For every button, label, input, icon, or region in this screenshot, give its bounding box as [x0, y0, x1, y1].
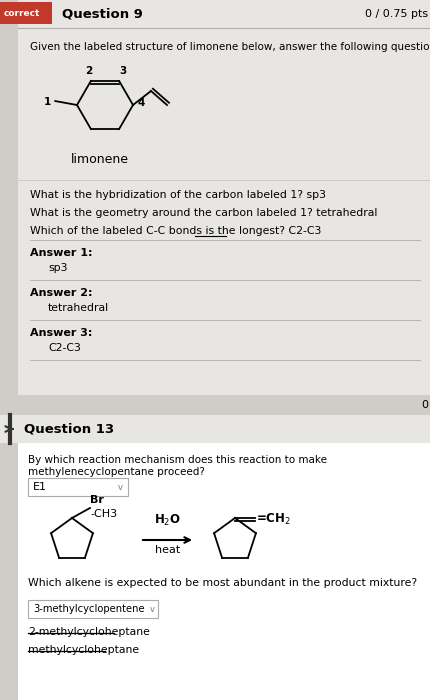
Text: 4: 4 — [138, 98, 145, 108]
Text: 1: 1 — [44, 97, 51, 107]
FancyBboxPatch shape — [0, 2, 52, 24]
Text: v: v — [149, 605, 154, 613]
Text: Which alkene is expected to be most abundant in the product mixture?: Which alkene is expected to be most abun… — [28, 578, 416, 588]
Text: Question 9: Question 9 — [62, 8, 142, 20]
FancyBboxPatch shape — [0, 415, 430, 443]
Text: 0: 0 — [420, 400, 427, 410]
Text: H$_2$O: H$_2$O — [154, 513, 181, 528]
Text: 3-methylcyclopentene: 3-methylcyclopentene — [33, 604, 144, 614]
Text: What is the geometry around the carbon labeled 1? tetrahedral: What is the geometry around the carbon l… — [30, 208, 377, 218]
Text: E1: E1 — [33, 482, 47, 492]
Text: 3: 3 — [119, 66, 126, 76]
Text: sp3: sp3 — [48, 263, 68, 273]
Text: limonene: limonene — [71, 153, 129, 166]
Text: 2: 2 — [85, 66, 92, 76]
Text: What is the hybridization of the carbon labeled 1? sp3: What is the hybridization of the carbon … — [30, 190, 325, 200]
FancyBboxPatch shape — [18, 443, 430, 700]
Text: C2-C3: C2-C3 — [48, 343, 81, 353]
Text: Answer 3:: Answer 3: — [30, 328, 92, 338]
FancyBboxPatch shape — [28, 478, 128, 496]
Text: 2-methylcycloheptane: 2-methylcycloheptane — [28, 627, 150, 637]
Text: v: v — [117, 482, 122, 491]
Text: Answer 2:: Answer 2: — [30, 288, 92, 298]
Text: =CH$_2$: =CH$_2$ — [255, 512, 290, 527]
Text: tetrahedral: tetrahedral — [48, 303, 109, 313]
Text: Which of the labeled C-C bonds is the longest? C2-C3: Which of the labeled C-C bonds is the lo… — [30, 226, 321, 236]
FancyBboxPatch shape — [28, 600, 158, 618]
Text: Question 13: Question 13 — [24, 423, 114, 435]
Text: correct: correct — [4, 8, 40, 18]
Text: methylcycloheptane: methylcycloheptane — [28, 645, 139, 655]
Text: -CH3: -CH3 — [90, 509, 117, 519]
FancyBboxPatch shape — [18, 0, 430, 28]
Text: By which reaction mechanism does this reaction to make methylenecyclopentane pro: By which reaction mechanism does this re… — [28, 455, 326, 477]
FancyBboxPatch shape — [18, 0, 430, 395]
Text: heat: heat — [154, 545, 180, 555]
Text: Answer 1:: Answer 1: — [30, 248, 92, 258]
Text: Given the labeled structure of limonene below, answer the following questions:: Given the labeled structure of limonene … — [30, 42, 430, 52]
Text: 0 / 0.75 pts: 0 / 0.75 pts — [364, 9, 427, 19]
FancyBboxPatch shape — [0, 395, 430, 415]
Text: Br: Br — [90, 495, 104, 505]
